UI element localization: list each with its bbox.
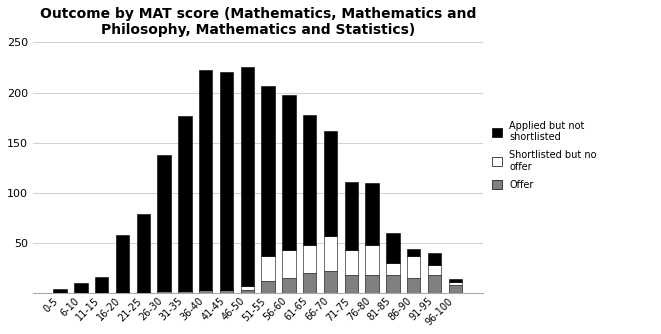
Bar <box>386 263 400 275</box>
Bar <box>366 245 379 275</box>
Bar <box>407 256 420 278</box>
Bar <box>386 275 400 293</box>
Bar <box>219 71 233 290</box>
Bar <box>428 265 442 275</box>
Bar <box>282 95 295 250</box>
Bar <box>303 245 317 273</box>
Bar <box>219 290 233 293</box>
Bar <box>157 155 171 291</box>
Bar <box>407 278 420 293</box>
Bar <box>74 283 88 293</box>
Bar <box>199 69 212 290</box>
Bar <box>54 289 67 293</box>
Bar <box>178 291 192 293</box>
Bar <box>95 277 108 293</box>
Bar <box>428 275 442 293</box>
Bar <box>449 285 462 293</box>
Bar <box>282 250 295 278</box>
Bar <box>116 235 130 292</box>
Bar <box>303 115 317 245</box>
Bar <box>241 286 254 290</box>
Bar <box>261 86 275 256</box>
Bar <box>261 281 275 293</box>
Bar <box>116 292 130 293</box>
Legend: Applied but not
shortlisted, Shortlisted but no
offer, Offer: Applied but not shortlisted, Shortlisted… <box>492 121 597 190</box>
Bar <box>344 275 358 293</box>
Bar <box>344 182 358 250</box>
Bar <box>178 116 192 291</box>
Bar <box>344 250 358 275</box>
Bar <box>366 183 379 245</box>
Title: Outcome by MAT score (Mathematics, Mathematics and
Philosophy, Mathematics and S: Outcome by MAT score (Mathematics, Mathe… <box>40 7 476 37</box>
Bar <box>324 236 337 271</box>
Bar <box>241 290 254 293</box>
Bar <box>282 278 295 293</box>
Bar <box>407 249 420 256</box>
Bar <box>199 290 212 293</box>
Bar <box>449 279 462 282</box>
Bar <box>428 253 442 265</box>
Bar <box>449 282 462 285</box>
Bar <box>157 291 171 293</box>
Bar <box>137 214 150 292</box>
Bar <box>137 292 150 293</box>
Bar <box>324 131 337 236</box>
Bar <box>261 256 275 281</box>
Bar <box>303 273 317 293</box>
Bar <box>324 271 337 293</box>
Bar <box>241 66 254 286</box>
Bar <box>386 233 400 263</box>
Bar <box>366 275 379 293</box>
